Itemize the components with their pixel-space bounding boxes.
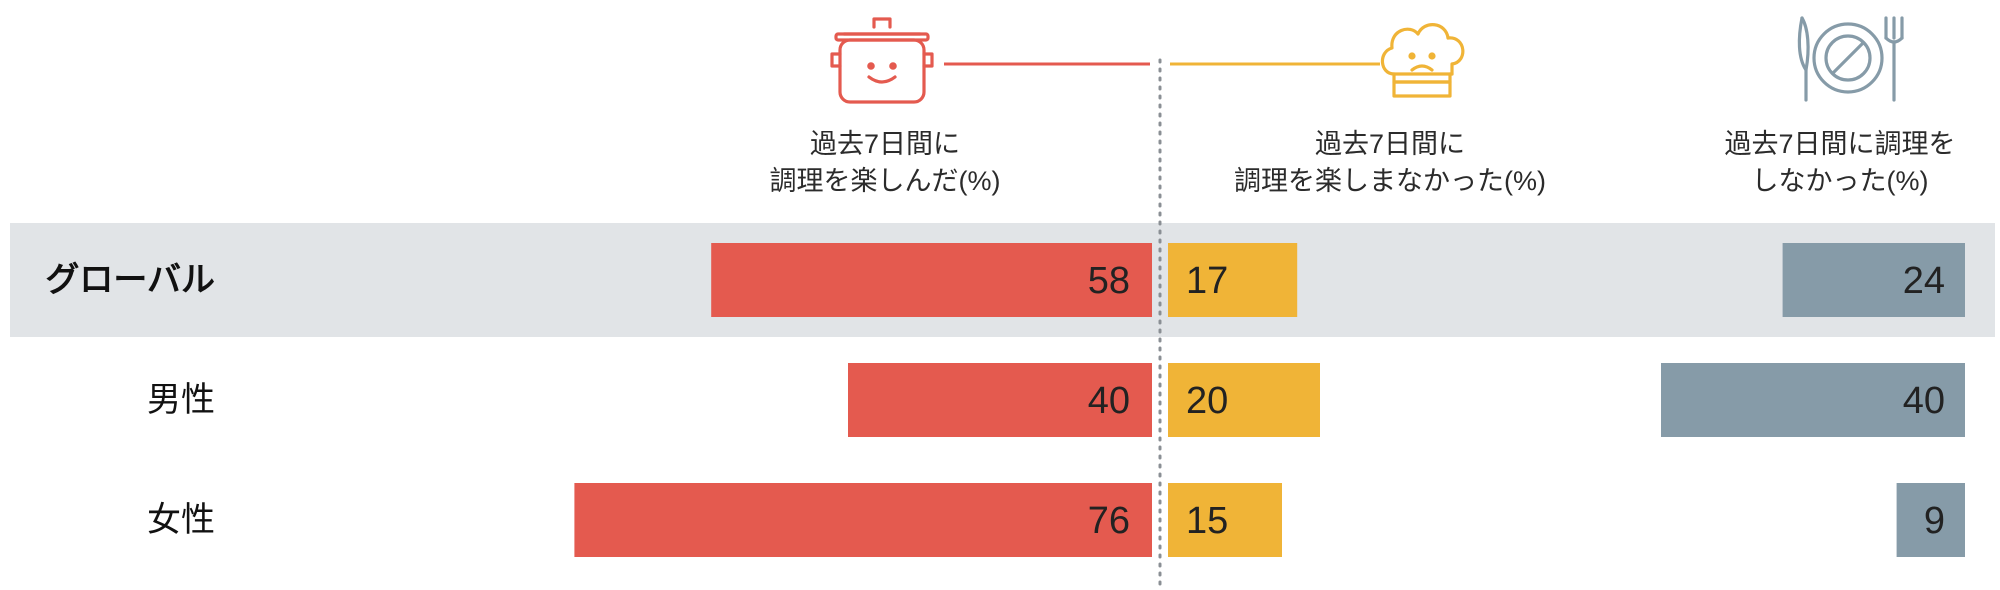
bar-value-label: 58 xyxy=(1088,260,1130,302)
bar-series-3 xyxy=(1782,243,1965,317)
header-not-enjoyed-line1: 過去7日間に xyxy=(1314,129,1466,159)
bar-series-1 xyxy=(711,243,1152,317)
bar-value-label: 40 xyxy=(1903,380,1945,422)
header-enjoyed: 過去7日間に 調理を楽しんだ(%) xyxy=(700,126,1070,200)
sad-chef-hat-icon xyxy=(1372,12,1472,108)
bar-value-label: 76 xyxy=(1088,500,1130,542)
bar-value-label: 20 xyxy=(1186,380,1228,422)
happy-pot-icon xyxy=(824,12,944,108)
category-label: 男性 xyxy=(147,381,215,419)
header-enjoyed-line2: 調理を楽しんだ(%) xyxy=(769,166,1001,196)
bar-value-label: 15 xyxy=(1186,500,1228,542)
category-label: グローバル xyxy=(45,261,215,299)
header-did-not-cook-line2: しなかった(%) xyxy=(1751,166,1929,196)
header-did-not-cook-line1: 過去7日間に調理を xyxy=(1724,129,1956,159)
bar-series-3 xyxy=(1661,363,1965,437)
bar-series-1 xyxy=(848,363,1152,437)
header-not-enjoyed-line2: 調理を楽しまなかった(%) xyxy=(1234,166,1546,196)
header-did-not-cook: 過去7日間に調理を しなかった(%) xyxy=(1680,126,2000,200)
bar-value-label: 17 xyxy=(1186,260,1228,302)
header-not-enjoyed: 過去7日間に 調理を楽しまなかった(%) xyxy=(1170,126,1610,200)
header-enjoyed-line1: 過去7日間に xyxy=(809,129,961,159)
plate-cutlery-prohibited-icon xyxy=(1790,12,1910,108)
bar-value-label: 40 xyxy=(1088,380,1130,422)
bar-value-label: 9 xyxy=(1924,500,1945,542)
bar-series-3 xyxy=(1896,483,1965,557)
bar-series-2 xyxy=(1168,243,1298,317)
bar-series-2 xyxy=(1168,483,1282,557)
category-label: 女性 xyxy=(147,501,215,539)
bar-series-1 xyxy=(574,483,1152,557)
bar-series-2 xyxy=(1168,363,1320,437)
bar-value-label: 24 xyxy=(1903,260,1945,302)
